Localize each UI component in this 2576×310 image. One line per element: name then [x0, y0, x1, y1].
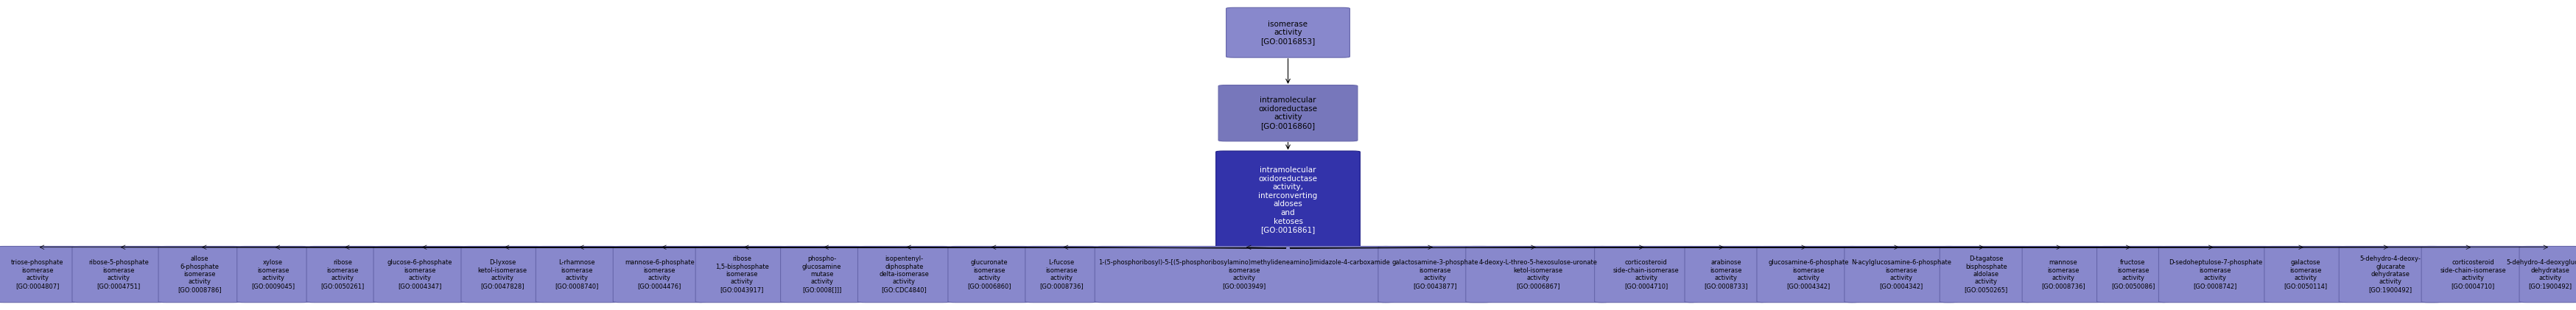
Text: allose
6-phosphate
isomerase
activity
[GO:0008786]: allose 6-phosphate isomerase activity [G…	[178, 256, 222, 293]
FancyBboxPatch shape	[1095, 246, 1394, 303]
Text: D-sedoheptulose-7-phosphate
isomerase
activity
[GO:0008742]: D-sedoheptulose-7-phosphate isomerase ac…	[2169, 259, 2262, 289]
FancyBboxPatch shape	[1940, 246, 2032, 303]
Text: 5-dehydro-4-deoxy-
glucarate
dehydratase
activity
[GO:1900492]: 5-dehydro-4-deoxy- glucarate dehydratase…	[2360, 256, 2421, 293]
Text: galactosamine-3-phosphate
isomerase
activity
[GO:0043877]: galactosamine-3-phosphate isomerase acti…	[1391, 259, 1479, 289]
FancyBboxPatch shape	[1218, 85, 1358, 141]
FancyBboxPatch shape	[948, 246, 1030, 303]
FancyBboxPatch shape	[461, 246, 544, 303]
Text: isomerase
activity
[GO:0016853]: isomerase activity [GO:0016853]	[1260, 20, 1316, 45]
FancyBboxPatch shape	[781, 246, 863, 303]
Text: 4-deoxy-L-threo-5-hexosulose-uronate
ketol-isomerase
activity
[GO:0006867]: 4-deoxy-L-threo-5-hexosulose-uronate ket…	[1479, 259, 1597, 289]
Text: intramolecular
oxidoreductase
activity,
interconverting
aldoses
and
ketoses
[GO:: intramolecular oxidoreductase activity, …	[1260, 166, 1316, 233]
Text: ribose-5-phosphate
isomerase
activity
[GO:0004751]: ribose-5-phosphate isomerase activity [G…	[88, 259, 149, 289]
Text: D-lyxose
ketol-isomerase
activity
[GO:0047828]: D-lyxose ketol-isomerase activity [GO:00…	[477, 259, 528, 289]
Text: 5-dehydro-4-deoxyglucarate
dehydratase
activity
[GO:1900492]: 5-dehydro-4-deoxyglucarate dehydratase a…	[2506, 259, 2576, 289]
Text: ribose
isomerase
activity
[GO:0050261]: ribose isomerase activity [GO:0050261]	[322, 259, 363, 289]
Text: D-tagatose
bisphosphate
aldolase
activity
[GO:0050265]: D-tagatose bisphosphate aldolase activit…	[1965, 256, 2007, 293]
FancyBboxPatch shape	[2264, 246, 2347, 303]
FancyBboxPatch shape	[374, 246, 466, 303]
Text: N-acylglucosamine-6-phosphate
isomerase
activity
[GO:0004342]: N-acylglucosamine-6-phosphate isomerase …	[1852, 259, 1950, 289]
FancyBboxPatch shape	[696, 246, 788, 303]
Text: 1-(5-phosphoribosyl)-5-[(5-phosphoribosylamino)methylideneamino]imidazole-4-carb: 1-(5-phosphoribosyl)-5-[(5-phosphoribosy…	[1097, 259, 1391, 289]
FancyBboxPatch shape	[1378, 246, 1492, 303]
Text: phospho-
glucosamine
mutase
activity
[GO:0008[]]]: phospho- glucosamine mutase activity [GO…	[801, 256, 842, 293]
FancyBboxPatch shape	[1216, 151, 1360, 249]
FancyBboxPatch shape	[0, 246, 80, 303]
Text: isopentenyl-
diphosphate
delta-isomerase
activity
[GO:CDC4840]: isopentenyl- diphosphate delta-isomerase…	[878, 256, 930, 293]
Text: glucose-6-phosphate
isomerase
activity
[GO:0004347]: glucose-6-phosphate isomerase activity […	[386, 259, 453, 289]
Text: xylose
isomerase
activity
[GO:0009045]: xylose isomerase activity [GO:0009045]	[252, 259, 294, 289]
FancyBboxPatch shape	[2022, 246, 2105, 303]
FancyBboxPatch shape	[613, 246, 706, 303]
FancyBboxPatch shape	[2519, 246, 2576, 303]
FancyBboxPatch shape	[2339, 246, 2442, 303]
Text: galactose
isomerase
activity
[GO:0050114]: galactose isomerase activity [GO:0050114…	[2285, 259, 2326, 289]
FancyBboxPatch shape	[1757, 246, 1860, 303]
Text: glucosamine-6-phosphate
isomerase
activity
[GO:0004342]: glucosamine-6-phosphate isomerase activi…	[1767, 259, 1850, 289]
Text: mannose
isomerase
activity
[GO:0008736]: mannose isomerase activity [GO:0008736]	[2040, 259, 2087, 289]
FancyBboxPatch shape	[72, 246, 165, 303]
FancyBboxPatch shape	[1466, 246, 1610, 303]
FancyBboxPatch shape	[2159, 246, 2272, 303]
FancyBboxPatch shape	[160, 246, 242, 303]
Text: ribose
1,5-bisphosphate
isomerase
activity
[GO:0043917]: ribose 1,5-bisphosphate isomerase activi…	[716, 256, 768, 293]
FancyBboxPatch shape	[1685, 246, 1767, 303]
FancyBboxPatch shape	[858, 246, 951, 303]
Text: L-fucose
isomerase
activity
[GO:0008736]: L-fucose isomerase activity [GO:0008736]	[1038, 259, 1084, 289]
FancyBboxPatch shape	[1025, 246, 1097, 303]
Text: corticosteroid
side-chain-isomerase
activity
[GO:0004710]: corticosteroid side-chain-isomerase acti…	[2439, 259, 2506, 289]
FancyBboxPatch shape	[1595, 246, 1698, 303]
FancyBboxPatch shape	[1226, 7, 1350, 58]
FancyBboxPatch shape	[1844, 246, 1958, 303]
Text: mannose-6-phosphate
isomerase
activity
[GO:0004476]: mannose-6-phosphate isomerase activity […	[623, 259, 696, 289]
Text: glucuronate
isomerase
activity
[GO:0006860]: glucuronate isomerase activity [GO:00068…	[966, 259, 1012, 289]
FancyBboxPatch shape	[536, 246, 618, 303]
FancyBboxPatch shape	[307, 246, 379, 303]
FancyBboxPatch shape	[2421, 246, 2524, 303]
Text: triose-phosphate
isomerase
activity
[GO:0004807]: triose-phosphate isomerase activity [GO:…	[10, 259, 64, 289]
Text: L-rhamnose
isomerase
activity
[GO:0008740]: L-rhamnose isomerase activity [GO:000874…	[556, 259, 598, 289]
Text: fructose
isomerase
activity
[GO:0050086]: fructose isomerase activity [GO:0050086]	[2112, 259, 2154, 289]
FancyBboxPatch shape	[2097, 246, 2169, 303]
FancyBboxPatch shape	[237, 246, 309, 303]
Text: intramolecular
oxidoreductase
activity
[GO:0016860]: intramolecular oxidoreductase activity […	[1260, 97, 1316, 130]
Text: arabinose
isomerase
activity
[GO:0008733]: arabinose isomerase activity [GO:0008733…	[1703, 259, 1749, 289]
Text: corticosteroid
side-chain-isomerase
activity
[GO:0004710]: corticosteroid side-chain-isomerase acti…	[1613, 259, 1680, 289]
